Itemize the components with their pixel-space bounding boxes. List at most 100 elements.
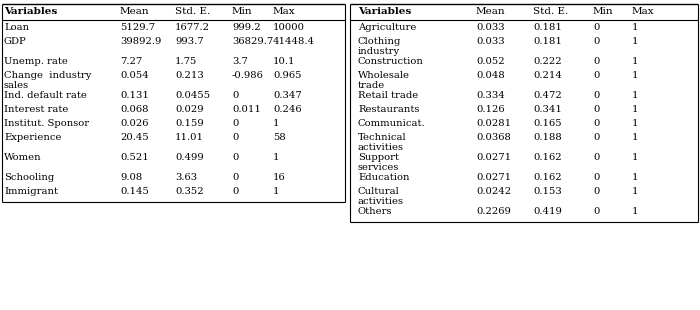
Text: 0.214: 0.214 (533, 71, 562, 80)
Text: Interest rate: Interest rate (4, 105, 69, 114)
Text: Loan: Loan (4, 23, 29, 32)
Text: 1: 1 (632, 57, 638, 66)
Text: 0: 0 (593, 119, 599, 128)
Text: 0: 0 (593, 207, 599, 216)
Text: 0: 0 (593, 23, 599, 32)
Text: Max: Max (632, 7, 654, 16)
Text: 0: 0 (593, 173, 599, 182)
Text: 1677.2: 1677.2 (175, 23, 210, 32)
Text: Wholesale
trade: Wholesale trade (358, 71, 410, 91)
Text: 0.029: 0.029 (175, 105, 204, 114)
Text: 20.45: 20.45 (120, 133, 148, 142)
Text: Communicat.: Communicat. (358, 119, 426, 128)
Text: 1: 1 (273, 119, 279, 128)
Text: 0: 0 (232, 91, 239, 100)
Text: 1: 1 (273, 153, 279, 162)
Text: Change  industry
sales: Change industry sales (4, 71, 92, 91)
Text: 9.08: 9.08 (120, 173, 142, 182)
Text: 0.352: 0.352 (175, 187, 204, 196)
Text: 0.472: 0.472 (533, 91, 561, 100)
Text: 0.0368: 0.0368 (476, 133, 511, 142)
Text: 0: 0 (593, 153, 599, 162)
Text: 0.0242: 0.0242 (476, 187, 511, 196)
Text: 0.188: 0.188 (533, 133, 561, 142)
Text: 0: 0 (232, 187, 239, 196)
Text: Std. E.: Std. E. (175, 7, 210, 16)
Text: Construction: Construction (358, 57, 424, 66)
Text: 993.7: 993.7 (175, 37, 204, 46)
Text: 0: 0 (232, 173, 239, 182)
Text: Support
services: Support services (358, 153, 400, 172)
Text: 0.033: 0.033 (476, 37, 505, 46)
Text: 0: 0 (593, 187, 599, 196)
Text: Min: Min (593, 7, 614, 16)
Text: 58: 58 (273, 133, 286, 142)
Text: 3.63: 3.63 (175, 173, 197, 182)
Text: 1: 1 (632, 173, 638, 182)
Text: Schooling: Schooling (4, 173, 55, 182)
Text: 39892.9: 39892.9 (120, 37, 162, 46)
Text: 0.222: 0.222 (533, 57, 561, 66)
Text: 1.75: 1.75 (175, 57, 197, 66)
Text: 1: 1 (632, 133, 638, 142)
Text: 10000: 10000 (273, 23, 305, 32)
Text: 0.026: 0.026 (120, 119, 148, 128)
Text: 1: 1 (632, 105, 638, 114)
Text: 0: 0 (593, 57, 599, 66)
Text: 0.181: 0.181 (533, 23, 562, 32)
Text: Cultural
activities: Cultural activities (358, 187, 404, 206)
Text: 1: 1 (632, 71, 638, 80)
Text: 1: 1 (632, 187, 638, 196)
Text: 1: 1 (632, 91, 638, 100)
Text: Min: Min (232, 7, 253, 16)
Text: 0.0455: 0.0455 (175, 91, 210, 100)
Text: 0.052: 0.052 (476, 57, 505, 66)
Text: 0.033: 0.033 (476, 23, 505, 32)
Text: 3.7: 3.7 (232, 57, 248, 66)
Text: 0.419: 0.419 (533, 207, 562, 216)
Text: 0.054: 0.054 (120, 71, 148, 80)
Text: 36829.7: 36829.7 (232, 37, 273, 46)
Text: Retail trade: Retail trade (358, 91, 419, 100)
Text: 0.965: 0.965 (273, 71, 302, 80)
Text: Unemp. rate: Unemp. rate (4, 57, 68, 66)
Text: 0: 0 (593, 71, 599, 80)
Text: 16: 16 (273, 173, 286, 182)
Text: 0: 0 (232, 153, 239, 162)
Text: Mean: Mean (476, 7, 505, 16)
Text: 0.153: 0.153 (533, 187, 561, 196)
Text: Variables: Variables (4, 7, 57, 16)
Text: 1: 1 (632, 37, 638, 46)
Text: 1: 1 (273, 187, 279, 196)
Text: 11.01: 11.01 (175, 133, 204, 142)
Text: 0.2269: 0.2269 (476, 207, 511, 216)
Text: Max: Max (273, 7, 295, 16)
Text: Mean: Mean (120, 7, 150, 16)
Text: 7.27: 7.27 (120, 57, 142, 66)
Text: 0: 0 (232, 133, 239, 142)
Text: Others: Others (358, 207, 393, 216)
Text: 0.068: 0.068 (120, 105, 148, 114)
Text: Women: Women (4, 153, 41, 162)
Text: 999.2: 999.2 (232, 23, 260, 32)
Text: 0.162: 0.162 (533, 153, 561, 162)
Text: 1: 1 (632, 23, 638, 32)
Text: Technical
activities: Technical activities (358, 133, 407, 153)
Text: 0.145: 0.145 (120, 187, 149, 196)
Text: 0.011: 0.011 (232, 105, 261, 114)
Text: 0: 0 (232, 119, 239, 128)
Text: Education: Education (358, 173, 409, 182)
Text: Ind. default rate: Ind. default rate (4, 91, 87, 100)
Text: 10.1: 10.1 (273, 57, 295, 66)
Text: 0.126: 0.126 (476, 105, 505, 114)
Text: 0.0281: 0.0281 (476, 119, 511, 128)
Text: Institut. Sponsor: Institut. Sponsor (4, 119, 89, 128)
Text: 0: 0 (593, 37, 599, 46)
Text: Agriculture: Agriculture (358, 23, 416, 32)
Text: GDP: GDP (4, 37, 27, 46)
Text: 0.162: 0.162 (533, 173, 561, 182)
Text: 0.341: 0.341 (533, 105, 562, 114)
Text: 0.521: 0.521 (120, 153, 148, 162)
Text: Clothing
industry: Clothing industry (358, 37, 401, 56)
Text: 0.499: 0.499 (175, 153, 204, 162)
